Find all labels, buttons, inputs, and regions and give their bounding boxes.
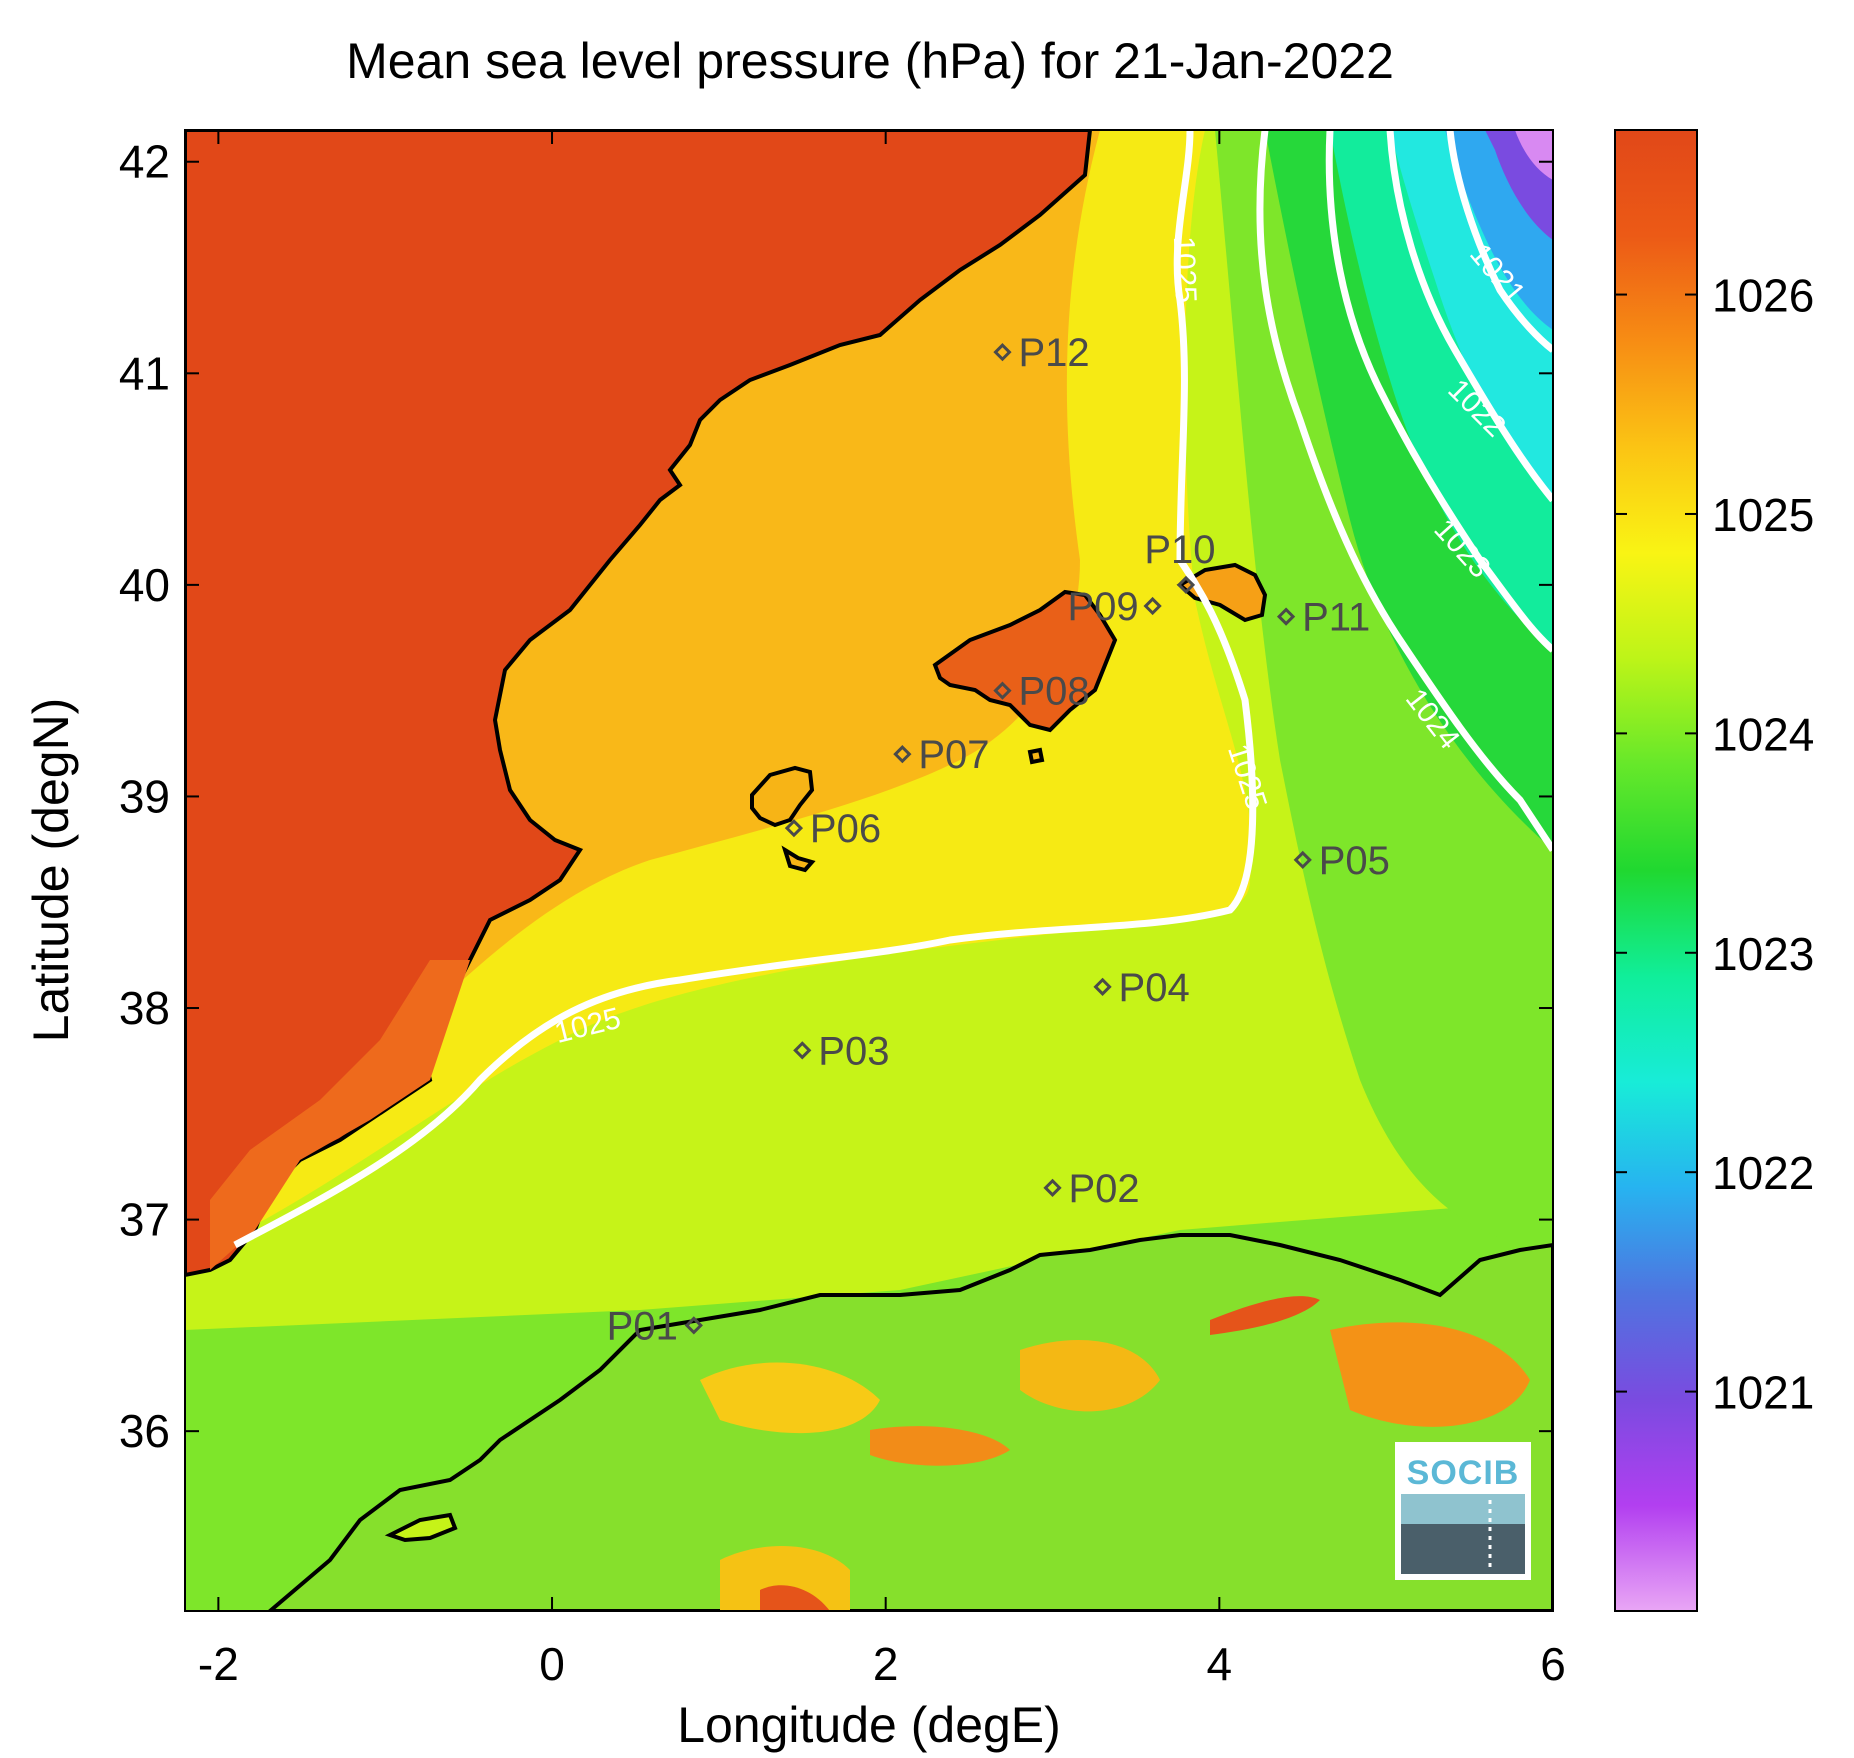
station-label: P08 [1018,670,1089,714]
station-marker [1276,607,1296,626]
station-marker [784,819,804,838]
colorbar-tick-label: 1021 [1712,1367,1814,1419]
station-p02: P02 [1043,1167,1140,1211]
isobar-1021 [1446,130,1553,353]
mallorca-island [932,589,1118,733]
y-tick-label: 37 [119,1194,170,1246]
isobar-1023 [1325,130,1553,653]
x-tick-label: 2 [873,1638,899,1690]
station-marker [684,1316,703,1335]
isobar-contours [233,130,1553,1249]
contour-label-1025-b: 1025 [1167,236,1202,304]
y-axis-ticks: 36 37 38 39 40 41 42 [119,136,1553,1457]
africa-warm-4 [1330,1322,1530,1427]
station-p10: P10 [1144,528,1216,595]
station-p08: P08 [993,670,1090,714]
y-tick-label: 36 [119,1405,170,1457]
colorbar-tick-label: 1026 [1712,270,1814,322]
station-p03: P03 [793,1029,889,1073]
colorbar-tick-label: 1024 [1712,708,1814,760]
east-pink [1515,130,1553,180]
y-tick-label: 41 [119,347,170,399]
isobar-1025-west [233,130,1257,1249]
colorbar-ticks: 1021 1022 1023 1024 1025 1026 [1615,270,1814,1419]
y-tick-label: 38 [119,982,170,1034]
africa-warm-2 [870,1426,1010,1466]
station-p04: P04 [1093,966,1190,1010]
map-title: Mean sea level pressure (hPa) for 21-Jan… [346,33,1394,89]
plot-frame [184,129,1554,1612]
station-marker [1143,596,1162,616]
station-p06: P06 [784,807,881,851]
formentera-island [781,845,816,873]
station-label: P07 [918,733,989,777]
station-p11: P11 [1276,596,1370,640]
station-marker [1093,977,1112,996]
cabrera-island [1027,747,1045,765]
map-plot-area: 1025 1025 1025 1024 1023 1022 1021 P01P0… [185,130,1553,1611]
station-p12: P12 [993,331,1090,375]
station-label: P06 [810,807,881,851]
africa-warm-1 [700,1362,880,1434]
isobar-1022 [1386,130,1553,503]
station-p07: P07 [893,733,990,777]
logo-text: SOCIB [1407,1454,1520,1492]
x-tick-label: -2 [198,1638,239,1690]
station-label: P05 [1319,839,1390,883]
station-marker [793,1041,812,1060]
station-label: P03 [818,1029,889,1073]
logo-horizon [1401,1494,1525,1524]
x-tick-label: 0 [539,1638,565,1690]
colorbar-tick-label: 1022 [1712,1147,1814,1199]
station-label: P09 [1067,585,1138,629]
iberia-land [185,130,1093,1278]
station-marker [993,681,1012,700]
isobar-1024 [1256,130,1553,852]
station-label: P10 [1144,528,1215,572]
station-p09: P09 [1067,585,1162,629]
iberia-coast-fringe [210,960,470,1270]
station-label: P01 [607,1304,678,1348]
alboran-island [384,1512,458,1543]
ibiza-island [750,765,815,828]
x-axis-label: Longitude (degE) [677,1697,1061,1753]
station-marker [993,343,1012,362]
colorbar-tick-label: 1023 [1712,928,1814,980]
colorbar [1614,129,1698,1612]
station-marker [893,745,912,764]
x-tick-label: 6 [1540,1638,1566,1690]
africa-hot-1 [1210,1296,1320,1335]
station-p05: P05 [1293,839,1390,883]
x-tick-label: 4 [1207,1638,1233,1690]
africa-warm-5 [720,1546,850,1611]
station-marker [1293,850,1312,870]
y-axis-label: Latitude (degN) [23,698,79,1043]
station-label: P12 [1018,331,1089,375]
station-label: P02 [1069,1167,1140,1211]
y-tick-label: 42 [119,136,170,188]
colorbar-tick-label: 1025 [1712,489,1814,541]
station-p01: P01 [607,1304,703,1348]
x-axis-ticks: -2 0 2 4 6 [198,130,1566,1690]
socib-logo: SOCIB [1395,1442,1531,1580]
africa-hot-2 [760,1585,830,1611]
africa-warm-3 [1020,1340,1160,1412]
station-label: P11 [1302,596,1370,640]
y-tick-label: 40 [119,559,170,611]
station-marker [1176,575,1196,595]
station-marker [1043,1178,1062,1197]
station-label: P04 [1119,966,1190,1010]
y-tick-label: 39 [119,770,170,822]
